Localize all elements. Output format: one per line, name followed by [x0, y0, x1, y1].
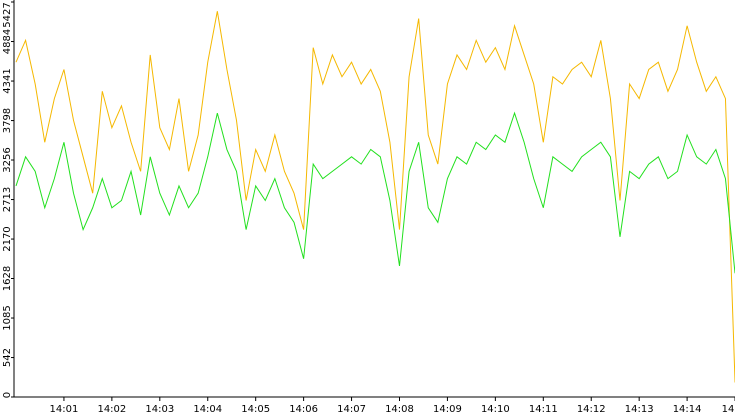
x-tick-label: 14:08	[385, 404, 414, 415]
series-line	[15, 11, 735, 383]
y-tick-label: 3256	[2, 147, 13, 172]
y-tick-label: 542	[2, 348, 13, 367]
y-tick-label: 4341	[2, 68, 13, 93]
x-tick-label: 14:03	[145, 404, 174, 415]
x-tick-label: 14:02	[97, 404, 126, 415]
x-tick-label: 14	[722, 404, 735, 415]
x-tick-label: 14:11	[529, 404, 558, 415]
x-tick-label: 14:05	[241, 404, 270, 415]
y-tick-label: 5427	[2, 2, 13, 27]
y-tick-label: 4884	[2, 29, 13, 54]
y-tick-label: 2713	[2, 187, 13, 212]
x-tick-label: 14:07	[337, 404, 366, 415]
x-tick-label: 14:12	[577, 404, 606, 415]
x-tick-label: 14:13	[625, 404, 654, 415]
y-tick-label: 0	[2, 392, 13, 398]
series-line	[15, 111, 735, 274]
y-tick-label: 3798	[2, 108, 13, 133]
y-tick-label: 1628	[2, 266, 13, 291]
y-tick-label: 1085	[2, 305, 13, 330]
y-tick-label: 2170	[2, 226, 13, 251]
x-tick-label: 14:10	[481, 404, 510, 415]
x-tick-label: 14:09	[433, 404, 462, 415]
x-tick-label: 14:04	[193, 404, 222, 415]
x-tick-label: 14:01	[50, 404, 79, 415]
x-tick-label: 14:06	[289, 404, 318, 415]
x-tick-label: 14:14	[673, 404, 702, 415]
